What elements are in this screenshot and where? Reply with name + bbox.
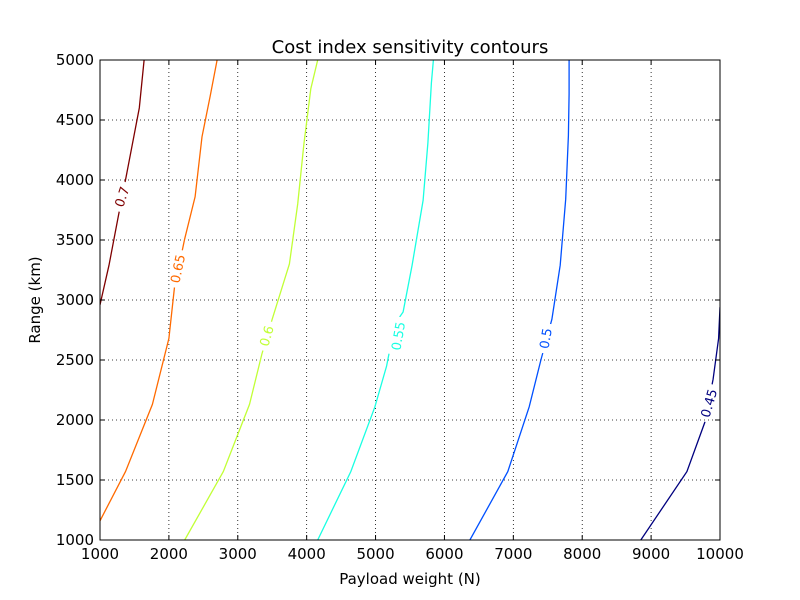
chart-title: Cost index sensitivity contours bbox=[272, 37, 549, 58]
axis-ticks: 1000 2000 3000 4000 5000 6000 7000 8000 9000 1000… bbox=[56, 51, 744, 563]
y-axis-label: Range (km) bbox=[26, 256, 44, 343]
x-tick-label: 10000 bbox=[696, 545, 744, 563]
contour-label-0.55: 0.55 bbox=[389, 321, 409, 352]
y-tick-label: 1000 bbox=[56, 531, 94, 549]
y-tick-label: 2000 bbox=[56, 411, 94, 429]
contour-label-0.5: 0.5 bbox=[538, 327, 556, 350]
contour-line-0.65 bbox=[100, 60, 218, 522]
y-tick-label: 3000 bbox=[56, 291, 94, 309]
contour-line-0.55 bbox=[317, 60, 435, 540]
contour-label-0.45: 0.45 bbox=[699, 387, 721, 419]
grid bbox=[100, 60, 720, 540]
y-tick-label: 3500 bbox=[56, 231, 94, 249]
x-tick-label: 2000 bbox=[150, 545, 188, 563]
x-tick-label: 5000 bbox=[356, 545, 394, 563]
contour-line-0.5 bbox=[469, 60, 570, 540]
contour-label-0.65: 0.65 bbox=[168, 253, 189, 284]
contour-line-0.45 bbox=[640, 307, 720, 540]
contour-line-0.7 bbox=[100, 60, 145, 305]
contour-label-0.6: 0.6 bbox=[258, 324, 278, 348]
contour-lines: 0.7 0.65 0.6 0.55 0.5 0.45 bbox=[100, 60, 721, 540]
y-tick-label: 1500 bbox=[56, 471, 94, 489]
x-axis-label: Payload weight (N) bbox=[339, 570, 481, 588]
x-tick-label: 6000 bbox=[425, 545, 463, 563]
y-tick-label: 2500 bbox=[56, 351, 94, 369]
x-tick-label: 3000 bbox=[219, 545, 257, 563]
x-tick-label: 9000 bbox=[632, 545, 670, 563]
contour-label-0.7: 0.7 bbox=[113, 185, 134, 209]
y-tick-label: 4500 bbox=[56, 111, 94, 129]
x-tick-label: 7000 bbox=[494, 545, 532, 563]
x-tick-label: 4000 bbox=[288, 545, 326, 563]
x-tick-label: 8000 bbox=[563, 545, 601, 563]
contour-line-0.6 bbox=[184, 60, 319, 540]
y-tick-label: 4000 bbox=[56, 171, 94, 189]
x-tick-label: 1000 bbox=[81, 545, 119, 563]
y-tick-label: 5000 bbox=[56, 51, 94, 69]
